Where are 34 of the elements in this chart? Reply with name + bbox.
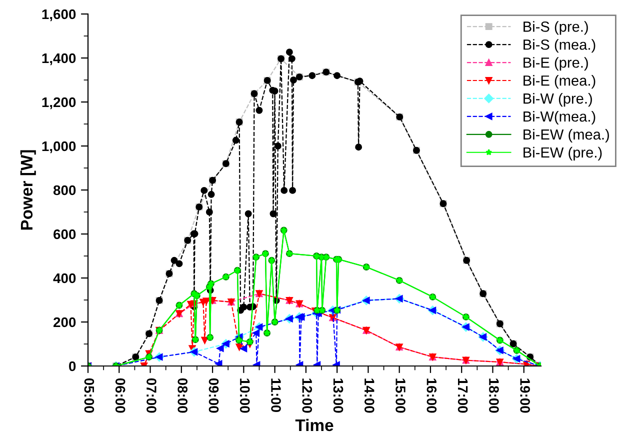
y-tick-label: 0: [69, 361, 76, 372]
x-tick-label: 08:00: [178, 378, 188, 413]
x-tick-label: 05:00: [84, 378, 94, 413]
x-tick-label: 12:00: [302, 378, 312, 413]
legend-label: Bi-EW (mea.): [524, 128, 609, 143]
legend-label: Bi-S (pre.): [524, 21, 588, 35]
x-tick-label: 10:00: [240, 378, 250, 413]
y-tick-label: 200: [54, 317, 76, 328]
x-tick-label: 15:00: [396, 378, 406, 413]
x-tick-label: 16:00: [426, 378, 437, 413]
x-tick-label: 06:00: [115, 378, 126, 413]
x-tick-label: 18:00: [489, 378, 499, 413]
y-tick-label: 1,200: [42, 97, 76, 110]
y-tick-label: 1,400: [42, 53, 76, 66]
y-tick-label: 1,600: [42, 9, 76, 22]
legend-label: Bi-W (pre.): [524, 93, 592, 107]
y-tick-label: 1,000: [42, 141, 76, 154]
x-tick-label: 09:00: [208, 378, 219, 413]
x-tick-label: 19:00: [520, 378, 530, 413]
y-tick-label: 800: [53, 185, 76, 196]
y-tick-label: 400: [53, 273, 76, 284]
x-tick-label: 13:00: [333, 378, 344, 413]
x-tick-label: 17:00: [458, 378, 468, 413]
x-tick-label: 07:00: [146, 378, 156, 413]
legend-label: Bi-EW (pre.): [524, 146, 602, 161]
y-axis-title: Power [W]: [20, 150, 36, 230]
legend-label: Bi-E (pre.): [524, 57, 588, 71]
legend-label: Bi-W(mea.): [524, 110, 596, 125]
x-axis-title: Time: [295, 418, 334, 432]
x-tick-label: 11:00: [271, 378, 281, 412]
legend-label: Bi-S (mea.): [524, 39, 596, 53]
y-tick-label: 600: [54, 229, 76, 240]
legend-label: Bi-E (mea.): [524, 75, 596, 89]
x-tick-label: 14:00: [364, 378, 374, 413]
